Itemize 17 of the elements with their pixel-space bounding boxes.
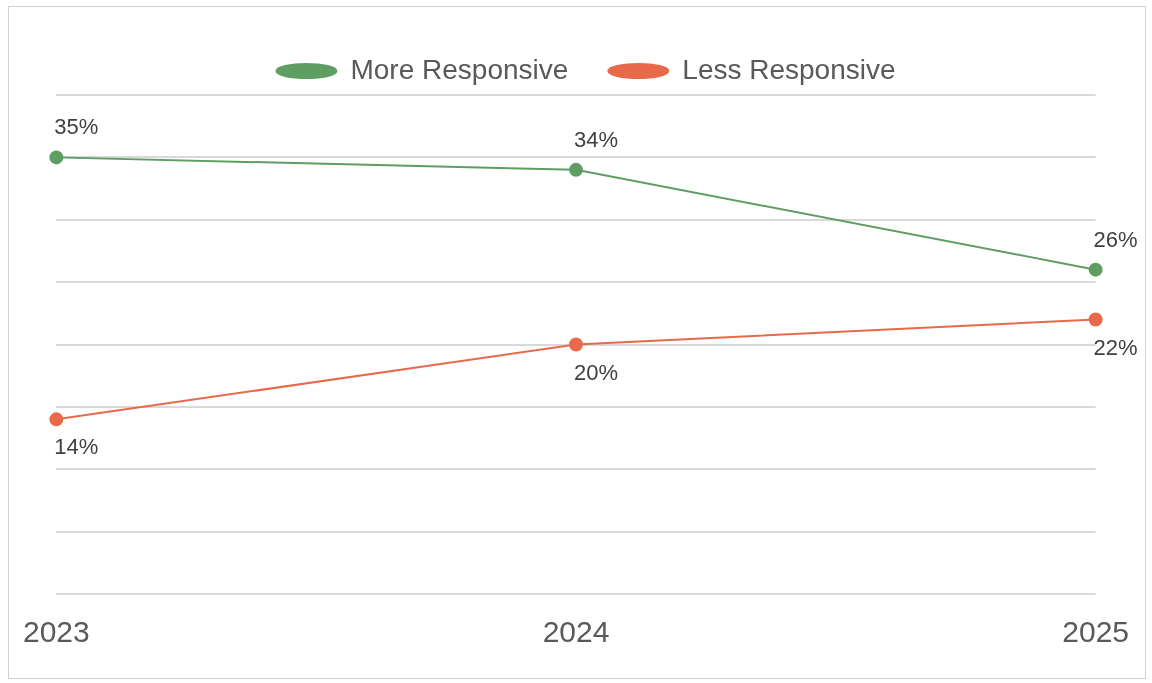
point bbox=[1088, 312, 1103, 327]
x-tick-label: 2024 bbox=[542, 615, 610, 649]
point bbox=[49, 150, 64, 165]
point bbox=[1088, 262, 1103, 277]
point bbox=[569, 337, 583, 352]
legend-label: Less Responsive bbox=[682, 53, 896, 85]
data-label: 22% bbox=[1093, 334, 1138, 360]
point bbox=[569, 162, 583, 177]
data-label: 26% bbox=[1093, 226, 1138, 252]
point bbox=[49, 412, 64, 427]
x-tick-label: 2023 bbox=[22, 615, 90, 649]
data-label: 20% bbox=[573, 359, 619, 385]
data-label: 34% bbox=[573, 126, 619, 152]
data-label: 14% bbox=[54, 434, 99, 460]
legend-label: More Responsive bbox=[350, 53, 569, 85]
x-tick-label: 2025 bbox=[1062, 615, 1130, 649]
data-label: 35% bbox=[54, 114, 99, 140]
